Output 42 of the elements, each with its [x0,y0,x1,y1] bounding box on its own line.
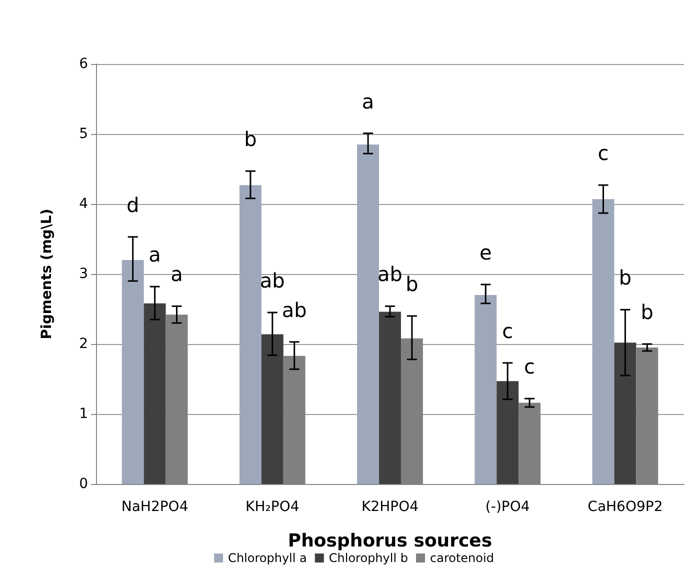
data-label: a [148,242,161,267]
bar [239,185,262,484]
data-label: c [502,318,514,343]
bar [122,260,144,484]
data-label: ab [282,298,307,322]
bar [357,144,380,484]
x-tick-label: NaH2PO4 [121,499,188,515]
y-tick-label: 4 [79,196,88,212]
bar [261,334,284,484]
data-label: a [170,262,183,286]
bar [592,199,614,484]
data-label: ab [378,262,402,286]
legend-label: Chlorophyll b [328,551,408,565]
data-label: d [126,192,140,217]
y-tick-label: 2 [79,336,88,352]
data-label: a [362,89,374,114]
data-label: e [479,240,492,264]
y-tick-label: 3 [79,266,88,282]
x-axis-title: Phosphorus sources [288,530,492,552]
bar [379,312,401,484]
data-label: b [406,272,418,296]
data-label: b [244,127,257,152]
data-label: b [618,266,632,290]
y-tick-label: 5 [79,126,88,142]
data-label: b [640,300,654,324]
y-axis-title: Pigments (mg\L) [39,208,55,340]
data-label: c [524,354,536,379]
x-tick-label: K2HPO4 [362,499,419,515]
legend-label: carotenoid [430,551,494,565]
bar [474,295,497,484]
x-tick-label: KH₂PO4 [246,499,300,515]
y-tick-label: 1 [79,406,88,422]
x-tick-label: (-)PO4 [485,499,530,515]
bar [614,342,636,484]
x-tick-label: CaH6O9P2 [588,499,663,515]
bar [144,303,166,484]
y-tick-label: 6 [79,56,88,72]
legend-label: Chlorophyll a [228,551,307,565]
y-tick-label: 0 [79,476,88,492]
bar [496,381,519,484]
data-label: c [598,141,609,166]
data-label: ab [260,268,285,292]
